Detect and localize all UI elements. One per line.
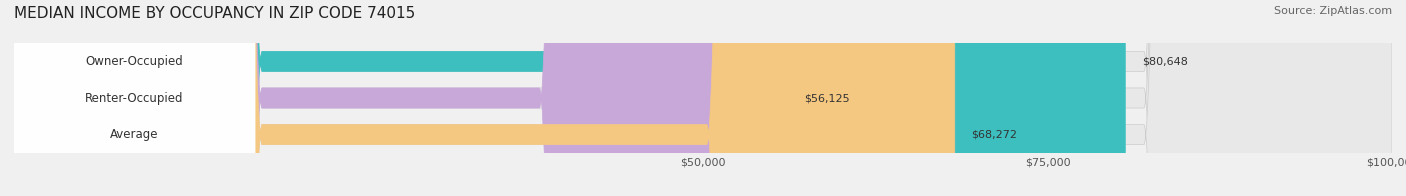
FancyBboxPatch shape [14, 0, 787, 196]
Text: Owner-Occupied: Owner-Occupied [86, 55, 184, 68]
Text: Average: Average [111, 128, 159, 141]
FancyBboxPatch shape [14, 0, 1392, 196]
Text: MEDIAN INCOME BY OCCUPANCY IN ZIP CODE 74015: MEDIAN INCOME BY OCCUPANCY IN ZIP CODE 7… [14, 6, 415, 21]
FancyBboxPatch shape [14, 0, 1125, 196]
FancyBboxPatch shape [14, 0, 955, 196]
FancyBboxPatch shape [14, 0, 1392, 196]
FancyBboxPatch shape [14, 0, 256, 196]
Text: $56,125: $56,125 [804, 93, 849, 103]
Text: Renter-Occupied: Renter-Occupied [86, 92, 184, 104]
FancyBboxPatch shape [14, 0, 256, 196]
FancyBboxPatch shape [14, 0, 1392, 196]
Text: $68,272: $68,272 [972, 130, 1018, 140]
Text: Source: ZipAtlas.com: Source: ZipAtlas.com [1274, 6, 1392, 16]
FancyBboxPatch shape [14, 0, 256, 196]
Text: $80,648: $80,648 [1142, 56, 1188, 66]
